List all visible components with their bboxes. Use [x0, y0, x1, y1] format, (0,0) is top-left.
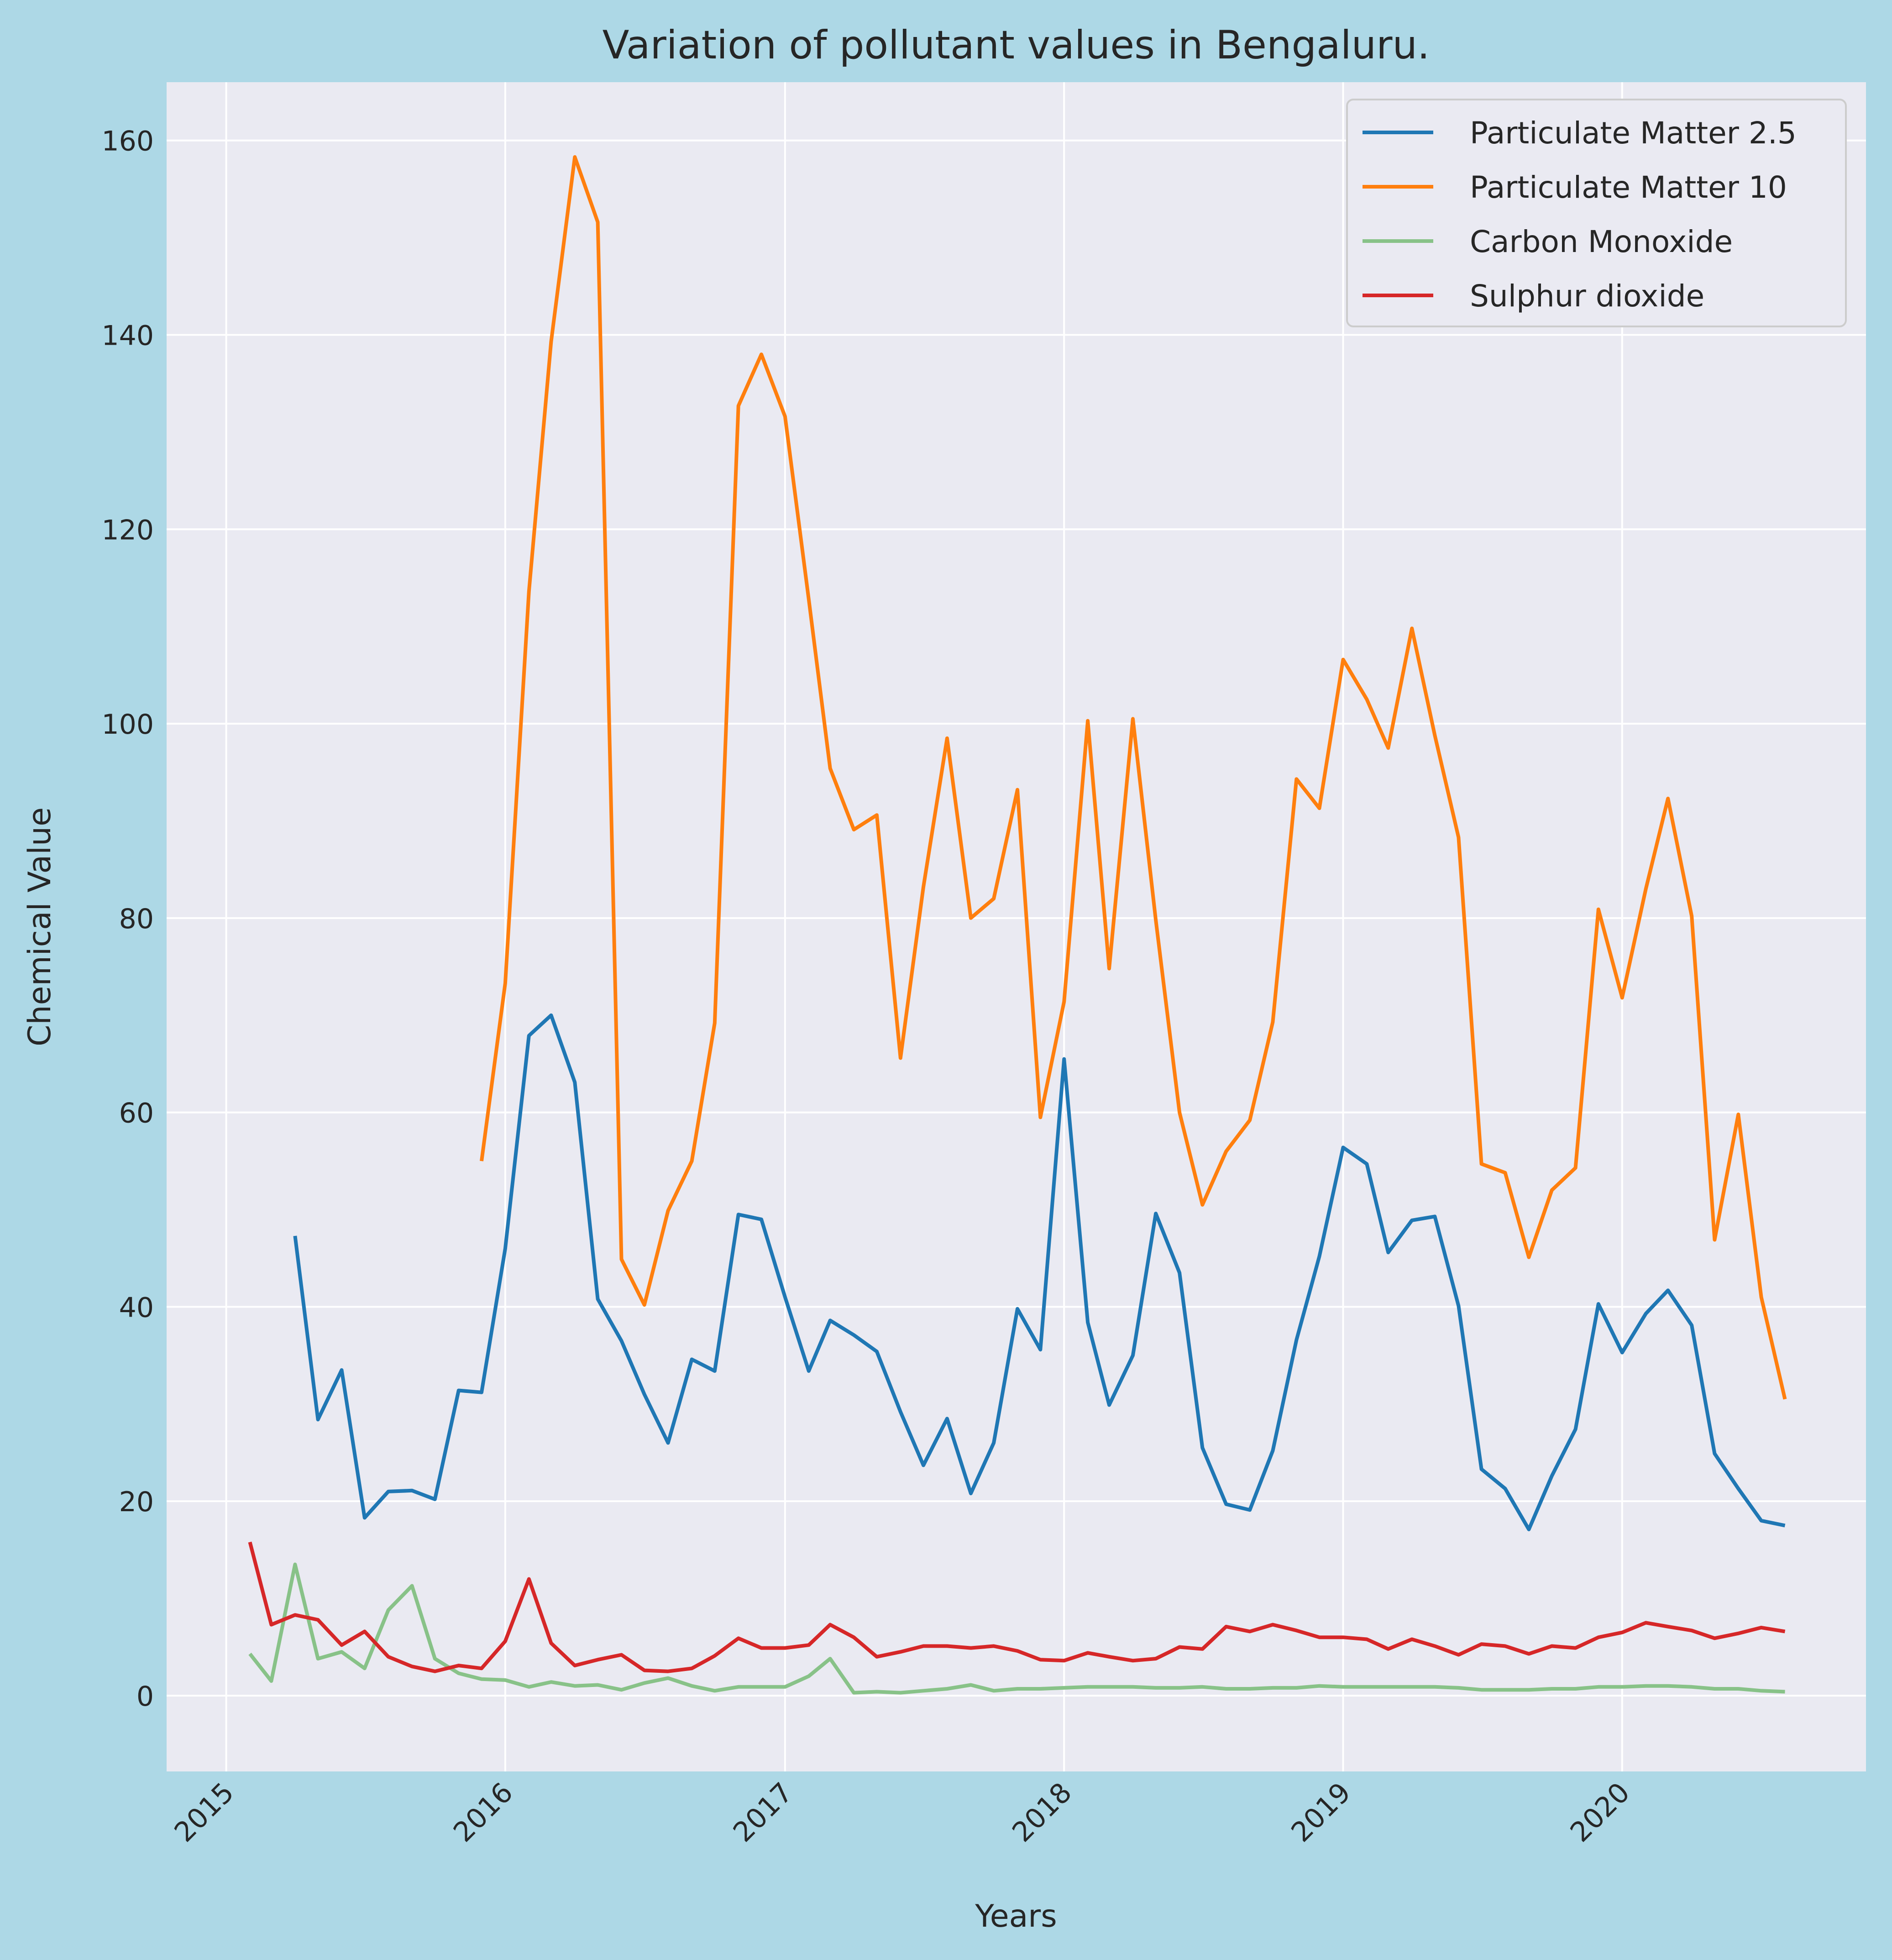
y-tick-label: 20: [119, 1486, 154, 1518]
legend: Particulate Matter 2.5 Particulate Matter…: [1346, 99, 1847, 327]
y-tick-label: 40: [119, 1292, 154, 1324]
grid-lines: [167, 82, 1866, 1771]
y-tick-label: 120: [101, 514, 154, 546]
y-tick-label: 100: [101, 709, 154, 741]
y-tick-labels: 0 20 40 60 80 100 120 140 160: [101, 126, 154, 1713]
series-lines: [248, 155, 1787, 1695]
legend-label-particulate-matter-10: Particulate Matter 10: [1470, 170, 1787, 205]
y-tick-label: 80: [119, 903, 154, 935]
series-line-sulphur-dioxide: [248, 1541, 1786, 1673]
legend-label-particulate-matter-2-5: Particulate Matter 2.5: [1470, 116, 1797, 151]
y-tick-label: 60: [119, 1098, 154, 1130]
legend-label-sulphur-dioxide: Sulphur dioxide: [1470, 278, 1704, 314]
series-line-particulate-matter-10: [480, 155, 1787, 1400]
y-tick-label: 160: [101, 126, 154, 158]
y-axis-label: Chemical Value: [22, 807, 58, 1046]
chart-title: Variation of pollutant values in Bengalu…: [603, 22, 1430, 68]
series-line-carbon-monoxide: [248, 1562, 1785, 1695]
y-tick-label: 140: [101, 320, 154, 352]
x-tick-label: 2017: [727, 1776, 799, 1848]
x-tick-label: 2019: [1285, 1776, 1357, 1848]
x-tick-labels: 2015 2016 2017 2018 2019 2020: [168, 1776, 1636, 1848]
x-axis-label: Years: [975, 1898, 1057, 1934]
plot-area: [167, 82, 1866, 1771]
legend-box: [1346, 99, 1847, 327]
x-tick-label: 2015: [168, 1776, 240, 1848]
legend-items: Particulate Matter 2.5 Particulate Matter…: [1363, 116, 1797, 314]
legend-label-carbon-monoxide: Carbon Monoxide: [1470, 224, 1733, 259]
y-tick-label: 0: [136, 1681, 154, 1713]
x-tick-label: 2018: [1006, 1776, 1078, 1848]
x-tick-label: 2016: [447, 1776, 519, 1848]
series-line-particulate-matter-2-5: [293, 1013, 1786, 1531]
x-tick-label: 2020: [1564, 1776, 1636, 1848]
